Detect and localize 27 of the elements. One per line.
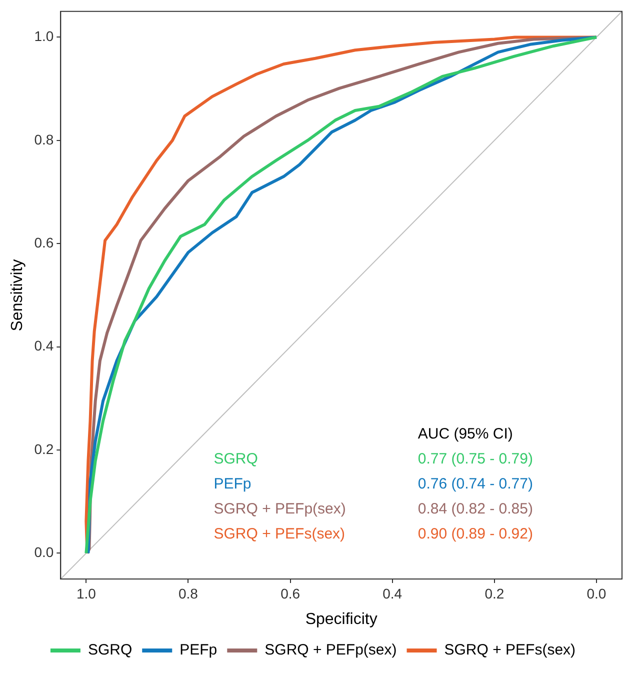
y-tick-label: 1.0 bbox=[34, 28, 54, 44]
x-tick-label: 0.6 bbox=[280, 585, 300, 602]
y-tick-label: 0.4 bbox=[34, 338, 54, 354]
legend-label: SGRQ + PEFp(sex) bbox=[264, 642, 397, 659]
y-tick-label: 0.8 bbox=[34, 131, 54, 148]
annotation: AUC (95% CI) bbox=[418, 426, 513, 443]
annotation: 0.90 (0.89 - 0.92) bbox=[418, 526, 533, 543]
x-tick-label: 0.4 bbox=[382, 585, 402, 602]
annotation: SGRQ + PEFp(sex) bbox=[214, 500, 346, 518]
annotation: 0.77 (0.75 - 0.79) bbox=[418, 450, 533, 468]
y-tick-label: 0.6 bbox=[34, 234, 54, 250]
annotation: SGRQ bbox=[214, 450, 258, 468]
y-axis-title: Sensitivity bbox=[9, 259, 26, 332]
annotation: 0.76 (0.74 - 0.77) bbox=[418, 476, 533, 493]
x-axis-title: Specificity bbox=[305, 610, 378, 628]
annotation: 0.84 (0.82 - 0.85) bbox=[418, 500, 533, 518]
annotation: PEFp bbox=[214, 476, 252, 493]
annotation: SGRQ + PEFs(sex) bbox=[214, 526, 346, 543]
x-tick-label: 0.8 bbox=[178, 585, 198, 602]
legend-label: SGRQ + PEFs(sex) bbox=[444, 642, 576, 659]
y-tick-label: 0.2 bbox=[34, 440, 54, 457]
x-tick-label: 0.0 bbox=[586, 585, 606, 602]
y-tick-label: 0.0 bbox=[34, 544, 54, 560]
x-tick-label: 1.0 bbox=[76, 585, 96, 602]
legend-label: SGRQ bbox=[88, 642, 132, 659]
legend-label: PEFp bbox=[180, 642, 218, 659]
x-tick-label: 0.2 bbox=[484, 585, 504, 602]
